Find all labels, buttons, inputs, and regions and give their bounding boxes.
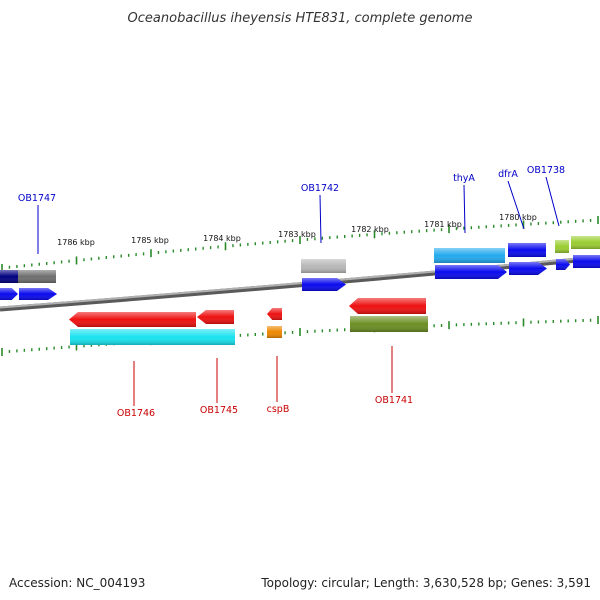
gene-label-leader <box>545 176 560 227</box>
gene-label-cspb[interactable]: cspB <box>267 404 290 415</box>
map-title: Oceanobacillus iheyensis HTE831, complet… <box>128 11 473 26</box>
gene-feature-cds[interactable] <box>556 259 570 270</box>
kbp-label: 1783 kbp <box>278 230 316 239</box>
gene-label-leader <box>507 180 525 230</box>
gene-feature-lime[interactable] <box>555 240 569 253</box>
kbp-label: 1784 kbp <box>203 234 241 243</box>
gene-feature-olive[interactable] <box>350 316 428 332</box>
gene-feature-gray-dark[interactable] <box>18 270 56 283</box>
gene-feature-cds[interactable] <box>573 255 600 268</box>
gene-feature-cds[interactable] <box>302 278 346 291</box>
kbp-label: 1781 kbp <box>424 220 462 229</box>
gene-feature-ob1746[interactable] <box>69 312 196 327</box>
gene-feature-cds[interactable] <box>19 288 57 300</box>
gene-feature-cyan[interactable] <box>70 329 235 345</box>
gene-feature-cspb[interactable] <box>267 308 282 320</box>
gene-label-ob1738[interactable]: OB1738 <box>527 165 565 176</box>
gene-feature-skyblue[interactable] <box>434 248 505 263</box>
gene-feature-ob1741[interactable] <box>349 298 426 314</box>
gene-label-leader <box>463 184 466 234</box>
gene-feature-lime[interactable] <box>571 236 600 249</box>
gene-label-thya[interactable]: thyA <box>453 173 475 184</box>
kbp-label: 1785 kbp <box>131 236 169 245</box>
accession-label: Accession: NC_004193 <box>9 576 146 590</box>
gene-feature-gray[interactable] <box>301 259 346 273</box>
gene-label-dfra[interactable]: dfrA <box>498 169 518 180</box>
kbp-label: 1782 kbp <box>351 225 389 234</box>
gene-feature-cds[interactable] <box>508 243 546 257</box>
gene-labels: OB1747 OB1742 thyA dfrA OB1738 OB1746 OB1745 cs… <box>18 165 565 419</box>
gene-features <box>0 236 600 345</box>
gene-label-ob1747[interactable]: OB1747 <box>18 193 56 204</box>
gene-feature-orange[interactable] <box>267 326 282 338</box>
gene-label-ob1745[interactable]: OB1745 <box>200 405 238 416</box>
kbp-labels: 1786 kbp 1785 kbp 1784 kbp 1783 kbp 1782 kbp… <box>57 213 537 247</box>
kbp-label: 1786 kbp <box>57 238 95 247</box>
gene-label-ob1742[interactable]: OB1742 <box>301 183 339 194</box>
gene-feature-cds[interactable] <box>509 262 547 275</box>
gene-feature-cds[interactable] <box>435 265 507 279</box>
kbp-label: 1780 kbp <box>499 213 537 222</box>
gene-feature-cds[interactable] <box>0 288 18 300</box>
topology-label: Topology: circular; Length: 3,630,528 bp… <box>261 576 591 590</box>
gene-label-ob1746[interactable]: OB1746 <box>117 408 155 419</box>
gene-label-ob1741[interactable]: OB1741 <box>375 395 413 406</box>
gene-feature-ob1745[interactable] <box>197 310 234 324</box>
gene-label-leader <box>319 194 322 244</box>
